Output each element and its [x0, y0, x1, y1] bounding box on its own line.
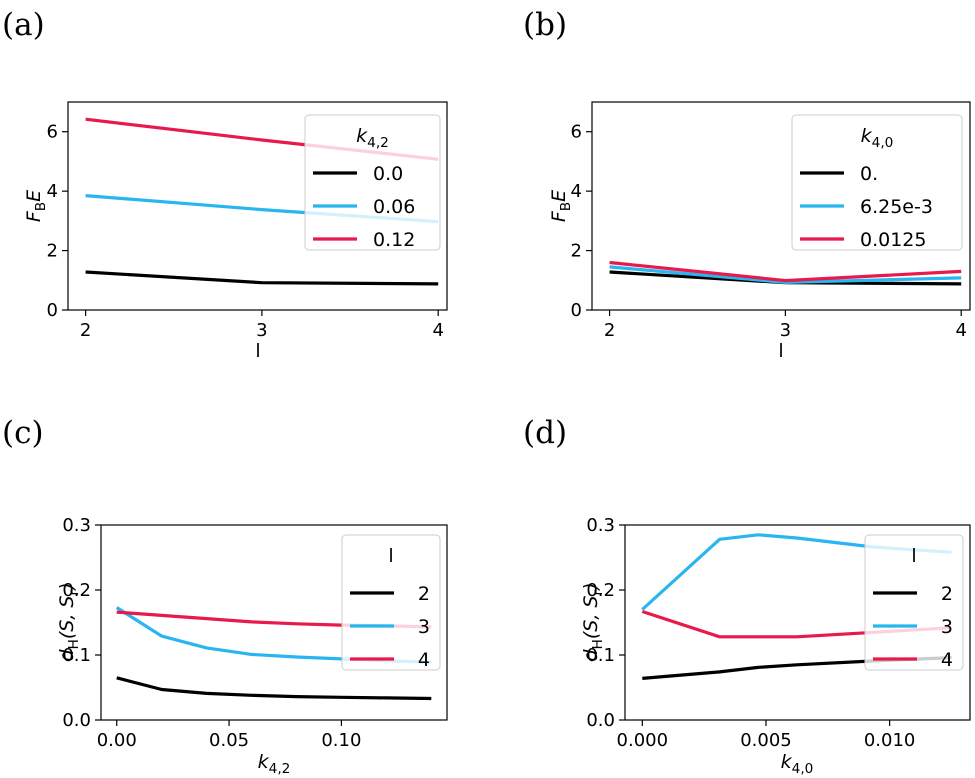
y-tick-label: 2: [571, 241, 582, 262]
x-tick-label: 2: [80, 320, 91, 341]
plot-frame: [67, 101, 448, 311]
series-line-2: [116, 676, 432, 701]
legend-box: [864, 534, 964, 671]
legend: l 2 3 4: [341, 534, 441, 671]
legend: k4,0 0. 6.25e-3 0.0125: [791, 114, 963, 251]
y-tick-label: 0: [47, 300, 58, 321]
legend: l 2 3 4: [864, 534, 964, 671]
y-axis-label: dH(S, Sr): [580, 582, 606, 661]
legend-entry-label: 0.12: [373, 229, 415, 251]
panel-label: (b): [523, 7, 567, 43]
series-line-0.0125: [609, 260, 962, 283]
y-axis-label: FBE: [23, 190, 49, 222]
legend-entry-label: 2: [941, 583, 953, 605]
y-tick-label: 4: [571, 181, 582, 202]
y-tick-label: 2: [47, 241, 58, 262]
x-axis-label: k4,2: [258, 751, 291, 777]
x-tick-label: 0.00: [97, 730, 137, 751]
x-tick-label: 0.005: [740, 730, 792, 751]
x-tick-label: 2: [604, 320, 615, 341]
y-tick-label: 0.0: [62, 710, 91, 731]
y-axis-label: dH(S, Sr): [56, 582, 82, 661]
x-tick-label: 0.10: [321, 730, 361, 751]
series-group: [609, 260, 962, 286]
legend-title: l: [388, 545, 393, 567]
series-line-6.25e-3: [609, 265, 962, 284]
legend-entry-label: 0.0: [373, 163, 403, 185]
panel-label: (d): [523, 415, 567, 451]
legend-entry-label: 3: [418, 616, 430, 638]
x-tick-label: 0.000: [617, 730, 669, 751]
legend-entry-label: 3: [941, 616, 953, 638]
y-tick-label: 0: [571, 300, 582, 321]
y-tick-label: 0.1: [586, 645, 615, 666]
legend-entry-label: 0.06: [373, 196, 415, 218]
legend-title: k4,0: [861, 125, 894, 151]
y-tick-label: 0.2: [62, 580, 91, 601]
legend-entry-label: 4: [941, 649, 953, 671]
x-tick-label: 4: [432, 320, 443, 341]
y-tick-label: 6: [571, 122, 582, 143]
chart-panel-1: (a) 2 3 4 0 2 4 6 l FBE k4,2 0.0 0.06 0.12: [2, 7, 448, 362]
legend-entry-label: 0.0125: [860, 229, 926, 251]
x-axis-label: l: [778, 340, 783, 362]
x-tick-label: 3: [780, 320, 791, 341]
y-tick-label: 0.1: [62, 645, 91, 666]
y-tick-label: 0.3: [586, 515, 615, 536]
x-tick-label: 4: [955, 320, 966, 341]
y-tick-label: 0.3: [62, 515, 91, 536]
x-tick-label: 3: [256, 320, 267, 341]
legend-entry-label: 0.: [860, 163, 878, 185]
legend-box: [791, 114, 963, 251]
legend-title: l: [911, 545, 916, 567]
y-tick-label: 0.0: [586, 710, 615, 731]
plot-frame: [624, 524, 971, 721]
x-axis-label: l: [255, 340, 260, 362]
y-axis-label: FBE: [548, 190, 574, 222]
chart-panel-3: (c) 0.00 0.05 0.10 0.0 0.1 0.2 0.3 k4,2 dH(S, Sr)…: [2, 415, 448, 777]
series-line-0.0: [85, 270, 439, 286]
plot-frame: [591, 101, 971, 311]
x-tick-label: 0.010: [864, 730, 916, 751]
x-axis-label: k4,0: [781, 751, 814, 777]
y-tick-label: 4: [47, 181, 58, 202]
legend-box: [304, 114, 441, 251]
x-tick-label: 0.05: [209, 730, 249, 751]
y-tick-label: 6: [47, 122, 58, 143]
panel-label: (c): [2, 415, 44, 451]
legend: k4,2 0.0 0.06 0.12: [304, 114, 441, 251]
y-tick-label: 0.2: [586, 580, 615, 601]
panel-label: (a): [2, 7, 45, 43]
legend-entry-label: 2: [418, 583, 430, 605]
legend-entry-label: 6.25e-3: [860, 196, 933, 218]
chart-panel-2: (b) 2 3 4 0 2 4 6 l FBE k4,0 0. 6.25e-3 0.0125: [523, 7, 971, 362]
plot-frame: [100, 524, 448, 721]
chart-panel-4: (d) 0.000 0.005 0.010 0.0 0.1 0.2 0.3 k4,0 dH(S, …: [523, 415, 971, 777]
legend-entry-label: 4: [418, 649, 430, 671]
legend-title: k4,2: [356, 125, 389, 151]
legend-box: [341, 534, 441, 671]
